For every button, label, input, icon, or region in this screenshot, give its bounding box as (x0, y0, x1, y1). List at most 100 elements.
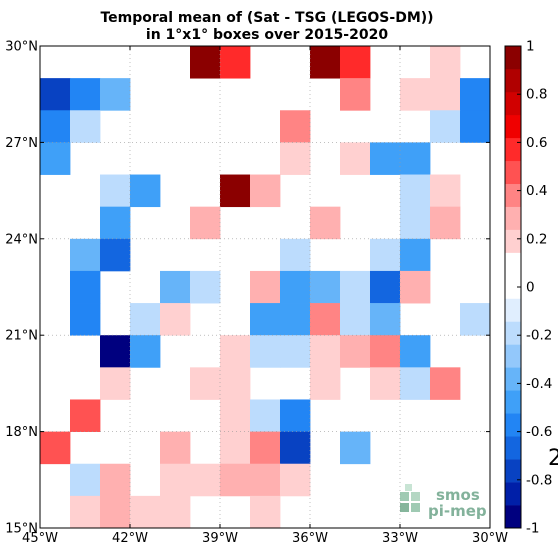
heatmap-cell (40, 431, 71, 465)
y-tick-label: 30°N (5, 40, 38, 55)
heatmap-cell (310, 367, 341, 400)
colorbar-tick-label: -1 (526, 521, 539, 537)
colorbar-bin (505, 298, 521, 322)
heatmap-cell (310, 46, 341, 79)
heatmap-cell (160, 303, 191, 336)
heatmap-cell (130, 303, 161, 336)
colorbar: 1 0.8 0.6 0.4 0.2 0 -0.2 -0.4 -0.6 -0.8 -1 (504, 39, 552, 537)
heatmap-cell (250, 303, 281, 336)
heatmap-cell (250, 335, 281, 368)
heatmap-cell (340, 335, 371, 368)
heatmap-cell (400, 367, 431, 400)
y-tick-label: 15°N (5, 522, 38, 537)
heatmap-cell (250, 463, 281, 497)
heatmap-cell (70, 399, 101, 432)
heatmap-cell (100, 335, 131, 368)
heatmap-cell (220, 367, 251, 400)
chart-title-line2: in 1°x1° boxes over 2015-2020 (146, 27, 388, 43)
heatmap-cell (430, 78, 461, 111)
chart-title-line1: Temporal mean of (Sat - TSG (LEGOS-DM)) (100, 10, 433, 26)
heatmap-cell (100, 463, 131, 497)
x-tick-label: 33°W (382, 531, 418, 543)
colorbar-bin (505, 229, 521, 253)
x-tick-label: 42°W (112, 531, 148, 543)
heatmap-cell (100, 367, 131, 400)
colorbar-tick-label: 1 (526, 39, 535, 55)
colorbar-bin (505, 160, 521, 185)
heatmap-cell (370, 238, 401, 272)
colorbar-bin (505, 275, 521, 299)
heatmap-cell (280, 270, 311, 304)
colorbar-bin (505, 321, 521, 345)
y-tick-label: 18°N (5, 425, 38, 440)
heatmap-cell (70, 110, 101, 143)
heatmap-cell (40, 142, 71, 175)
colorbar-bin (505, 46, 521, 70)
heatmap-cell (220, 46, 251, 79)
smos-pi-mep-watermark: smos pi-mep (400, 484, 487, 520)
colorbar-tick-label: 0.4 (526, 183, 547, 199)
heatmap-cell (250, 270, 281, 304)
heatmap-cell (70, 270, 101, 304)
x-tick-label: 45°W (22, 531, 58, 543)
heatmap-cell (100, 78, 131, 111)
heatmap-cell (100, 206, 131, 240)
plot-frame (39, 45, 491, 529)
heatmap-cell (70, 238, 101, 272)
heatmap-cell (280, 335, 311, 368)
colorbar-bin (505, 91, 521, 116)
colorbar-bin (505, 482, 521, 506)
heatmap-cell (340, 303, 371, 336)
colorbar-tick-label: -0.6 (526, 424, 552, 440)
colorbar-tick-label: 0 (526, 280, 535, 296)
heatmap-cell (460, 303, 491, 336)
x-tick-label: 30°W (472, 531, 508, 543)
colorbar-tick-label: 0.8 (526, 87, 547, 103)
heatmap-cell (460, 78, 491, 111)
heatmap-cell (340, 46, 371, 79)
colorbar-tick-label: -0.8 (526, 472, 552, 488)
heatmap-cell (310, 335, 341, 368)
colorbar-bin (505, 206, 521, 230)
x-axis: 45°W 42°W 39°W 36°W 33°W 30°W (22, 46, 508, 546)
heatmap-cell (400, 174, 431, 208)
heatmap-cell (70, 463, 101, 497)
colorbar-bin (505, 436, 521, 460)
heatmap-cell (190, 463, 221, 497)
heatmap-cell (430, 110, 461, 143)
heatmap-cell (190, 206, 221, 240)
heatmap-cell (220, 399, 251, 432)
heatmap-cell (340, 270, 371, 304)
heatmap-cell (130, 495, 161, 529)
edge-glyph: 2 (548, 446, 558, 471)
heatmap-cell (340, 431, 371, 465)
heatmap-cell (280, 238, 311, 272)
heatmap-cell (220, 463, 251, 497)
heatmap-cell (370, 270, 401, 304)
colorbar-bin (505, 413, 521, 437)
colorbar-bin (505, 114, 521, 139)
heatmap-cell (370, 303, 401, 336)
heatmap-cell (340, 78, 371, 111)
heatmap-cell (250, 174, 281, 208)
colorbar-bin (505, 390, 521, 414)
heatmap-cell (430, 174, 461, 208)
heatmap-cell (250, 399, 281, 432)
heatmap-cell (220, 174, 251, 208)
watermark-line2: pi-mep (428, 502, 487, 520)
heatmap-cell (100, 238, 131, 272)
heatmap-cell (430, 206, 461, 240)
heatmap-cell (430, 46, 461, 79)
heatmap-cell (430, 367, 461, 400)
colorbar-bin (505, 68, 521, 93)
heatmap-cell (310, 303, 341, 336)
heatmap-cell (40, 78, 71, 111)
heatmap-cell (70, 495, 101, 529)
heatmap-cell (280, 431, 311, 465)
heatmap-cell (160, 495, 191, 529)
heatmap-cell (130, 174, 161, 208)
heatmap-cell (370, 367, 401, 400)
heatmap-cell (220, 431, 251, 465)
heatmap-cell (400, 270, 431, 304)
